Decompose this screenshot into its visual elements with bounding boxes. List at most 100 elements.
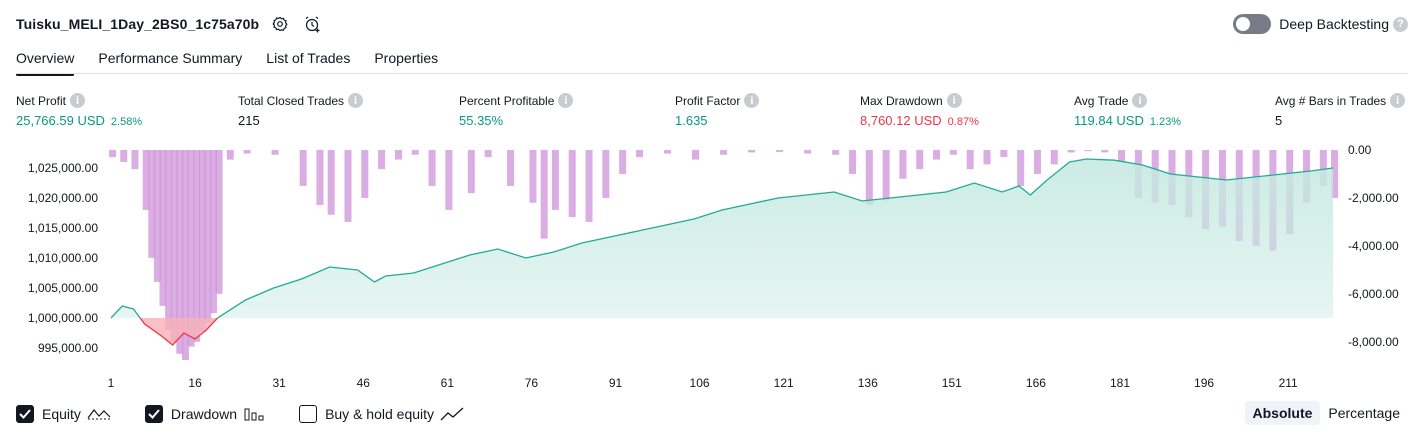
drawdown-bar — [120, 150, 128, 162]
info-icon[interactable]: i — [558, 93, 574, 108]
drawdown-bar — [148, 150, 156, 258]
buy-hold-checkbox[interactable] — [299, 405, 318, 423]
drawdown-bar — [271, 150, 279, 155]
gear-icon[interactable] — [269, 13, 291, 35]
metric-value: 119.84 USD — [1074, 113, 1144, 128]
x-tick-label: 136 — [858, 376, 878, 390]
drawdown-bar — [181, 150, 189, 360]
x-tick-label: 91 — [609, 376, 623, 390]
help-icon[interactable]: ? — [1393, 16, 1408, 32]
drawdown-bar — [1101, 150, 1109, 153]
absolute-button[interactable]: Absolute — [1244, 401, 1321, 425]
drawdown-bar — [720, 150, 728, 155]
drawdown-bar — [176, 150, 184, 354]
drawdown-checkbox[interactable] — [144, 405, 163, 423]
y-right-tick-label: -8,000.00 — [1348, 335, 1399, 349]
equity-chart[interactable]: 1,025,000.00 1,020,000.00 1,015,000.00 1,01… — [0, 140, 1424, 398]
y-right-tick-label: -6,000.00 — [1348, 287, 1399, 301]
drawdown-bar — [170, 150, 178, 342]
tab-performance-summary[interactable]: Performance Summary — [98, 50, 243, 66]
y-tick-label: 1,005,000.00 — [28, 281, 98, 295]
drawdown-bar — [585, 150, 593, 222]
y-tick-label: 995,000.00 — [38, 341, 98, 355]
info-icon[interactable]: i — [744, 93, 760, 108]
drawdown-bar — [243, 150, 251, 154]
drawdown-bar — [226, 150, 234, 160]
drawdown-bar — [663, 150, 672, 154]
drawdown-bar — [1050, 150, 1058, 165]
drawdown-bar — [361, 150, 369, 198]
y-right-tick-label: -2,000.00 — [1348, 191, 1399, 205]
y-right-tick-label: -4,000.00 — [1348, 239, 1399, 253]
metric-avg-bars-in-trades: Avg # Bars in Trades i 5 — [1275, 93, 1406, 128]
x-tick-label: 121 — [774, 376, 794, 390]
drawdown-bar — [1319, 150, 1327, 186]
x-tick-label: 61 — [441, 376, 455, 390]
x-tick-label: 166 — [1026, 376, 1046, 390]
drawdown-bar — [394, 150, 402, 160]
percentage-button[interactable]: Percentage — [1328, 405, 1400, 421]
x-tick-label: 106 — [690, 376, 710, 390]
legend-equity[interactable]: Equity — [16, 405, 111, 423]
drawdown-bar — [848, 150, 857, 174]
drawdown-bar — [748, 150, 756, 153]
drawdown-bar — [1084, 150, 1092, 152]
x-tick-label: 76 — [525, 376, 539, 390]
metric-percent: 1.23% — [1149, 116, 1182, 128]
drawdown-bar — [899, 150, 907, 179]
strategy-name: Tuisku_MELI_1Day_2BS0_1c75a70b — [16, 16, 260, 32]
metric-value: 215 — [238, 113, 260, 128]
legend-drawdown[interactable]: Drawdown — [144, 405, 265, 423]
drawdown-bar — [551, 150, 559, 210]
y-tick-label: 1,020,000.00 — [28, 191, 98, 205]
metric-total-closed-trades: Total Closed Trades i 215 — [238, 93, 364, 128]
equity-checkbox[interactable] — [16, 405, 34, 423]
drawdown-bar — [529, 150, 537, 203]
info-icon[interactable]: i — [1390, 93, 1406, 108]
drawdown-bar — [776, 150, 784, 152]
left-axis: 1,025,000.00 1,020,000.00 1,015,000.00 1,01… — [28, 161, 98, 355]
info-icon[interactable]: i — [348, 93, 364, 108]
metric-label: Avg # Bars in Trades — [1275, 93, 1387, 108]
tab-properties[interactable]: Properties — [374, 50, 439, 66]
drawdown-bar — [832, 150, 840, 155]
drawdown-bar — [933, 150, 941, 160]
x-tick-label: 151 — [942, 376, 962, 390]
drawdown-bar — [209, 150, 217, 314]
tab-overview[interactable]: Overview — [16, 44, 75, 76]
info-icon[interactable]: i — [946, 93, 962, 108]
info-icon[interactable]: i — [1132, 93, 1148, 108]
drawdown-bar — [966, 150, 974, 170]
metric-value: 1.635 — [675, 113, 708, 128]
alarm-clock-plus-icon[interactable] — [301, 13, 323, 35]
info-icon[interactable]: i — [70, 93, 86, 108]
drawdown-bar — [916, 150, 924, 170]
drawdown-bar — [165, 150, 173, 330]
equity-fill — [111, 159, 1333, 318]
metric-max-drawdown: Max Drawdown i 8,760.12 USD 0.87% — [860, 93, 979, 128]
tab-list-of-trades[interactable]: List of Trades — [266, 50, 351, 66]
metric-avg-trade: Avg Trade i 119.84 USD 1.23% — [1074, 93, 1181, 128]
x-tick-label: 16 — [188, 376, 202, 390]
metric-label: Profit Factor — [675, 93, 741, 108]
toggle-knob — [1236, 17, 1251, 31]
drawdown-bar — [411, 150, 419, 155]
drawdown-bar — [1017, 150, 1025, 186]
metric-label: Percent Profitable — [459, 93, 555, 108]
drawdown-bar — [215, 150, 223, 294]
legend-buy-hold[interactable]: Buy & hold equity — [299, 405, 464, 423]
x-tick-label: 1 — [108, 376, 115, 390]
drawdown-bar — [1118, 150, 1126, 162]
deep-backtesting-toggle[interactable] — [1233, 14, 1272, 34]
metric-percent-profitable: Percent Profitable i 55.35% — [459, 93, 574, 128]
equity-area — [110, 158, 1334, 346]
y-tick-label: 1,010,000.00 — [28, 251, 98, 265]
drawdown-bar — [507, 150, 515, 186]
drawdown-bar — [193, 150, 201, 342]
metric-value: 5 — [1275, 113, 1283, 128]
metric-value: 25,766.59 USD — [16, 113, 105, 128]
drawdown-bar — [484, 150, 492, 158]
metric-value: 8,760.12 USD — [860, 113, 942, 128]
equity-line — [110, 158, 1334, 318]
bar-chart-icon — [243, 406, 265, 422]
